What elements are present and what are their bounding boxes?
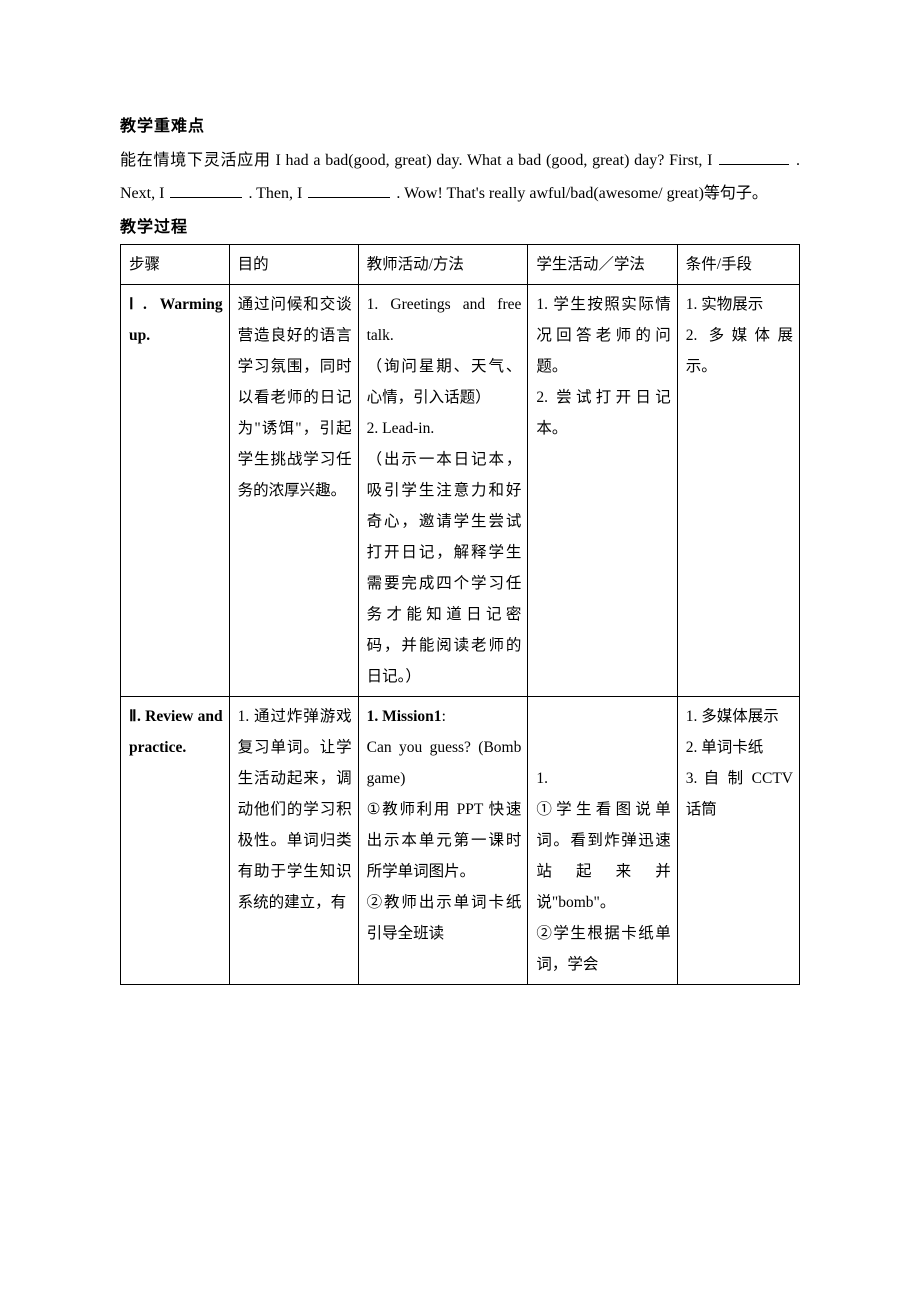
teacher2-bold: 1. Mission1 [367,708,442,725]
process-table: 步骤 目的 教师活动/方法 学生活动／学法 条件/手段 Ⅰ. Warming u… [120,244,800,985]
th-condition: 条件/手段 [677,245,799,285]
teacher2-rest: :Can you guess? (Bomb game)①教师利用 PPT 快速出… [367,708,522,942]
th-purpose: 目的 [229,245,358,285]
table-header-row: 步骤 目的 教师活动/方法 学生活动／学法 条件/手段 [121,245,800,285]
th-teacher: 教师活动/方法 [358,245,528,285]
cell-condition-2: 1. 多媒体展示2. 单词卡纸3. 自 制 CCTV 话筒 [677,697,799,985]
blank-3 [308,183,390,198]
blank-2 [170,183,242,198]
cell-condition-1: 1. 实物展示2. 多媒体展示。 [677,285,799,697]
cell-student-1: 1. 学生按照实际情况回答老师的问题。2. 尝试打开日记本。 [528,285,677,697]
step2-roman: Ⅱ [129,708,137,725]
kp-mid2: . Then, I [248,185,306,202]
kp-prefix: 能在情境下灵活应用 I had a bad(good, great) day. … [120,152,717,169]
table-row: Ⅱ. Review and practice. 1. 通过炸弹游戏复习单词。让学… [121,697,800,985]
blank-1 [719,149,789,164]
step1-en: . Warming up. [129,296,223,344]
step1-roman: Ⅰ [129,296,143,313]
cell-teacher-1: 1. Greetings and free talk.（询问星期、天气、心情，引… [358,285,528,697]
cell-student-2: 1.①学生看图说单词。看到炸弹迅速站起来并说"bomb"。②学生根据卡纸单词，学… [528,697,677,985]
cell-teacher-2: 1. Mission1:Can you guess? (Bomb game)①教… [358,697,528,985]
heading-key-points: 教学重难点 [120,110,800,144]
table-row: Ⅰ. Warming up. 通过问候和交谈营造良好的语言学习氛围，同时以看老师… [121,285,800,697]
heading-process: 教学过程 [120,211,800,245]
key-points-paragraph: 能在情境下灵活应用 I had a bad(good, great) day. … [120,144,800,211]
kp-tail: . Wow! That's really awful/bad(awesome/ … [396,185,768,202]
cell-step-1: Ⅰ. Warming up. [121,285,230,697]
th-student: 学生活动／学法 [528,245,677,285]
document-page: 教学重难点 能在情境下灵活应用 I had a bad(good, great)… [0,0,920,1302]
cell-step-2: Ⅱ. Review and practice. [121,697,230,985]
cell-purpose-1: 通过问候和交谈营造良好的语言学习氛围，同时以看老师的日记为"诱饵"，引起学生挑战… [229,285,358,697]
th-step: 步骤 [121,245,230,285]
cell-purpose-2: 1. 通过炸弹游戏复习单词。让学生活动起来，调动他们的学习积极性。单词归类有助于… [229,697,358,985]
step2-en: . Review and practice. [129,708,223,756]
